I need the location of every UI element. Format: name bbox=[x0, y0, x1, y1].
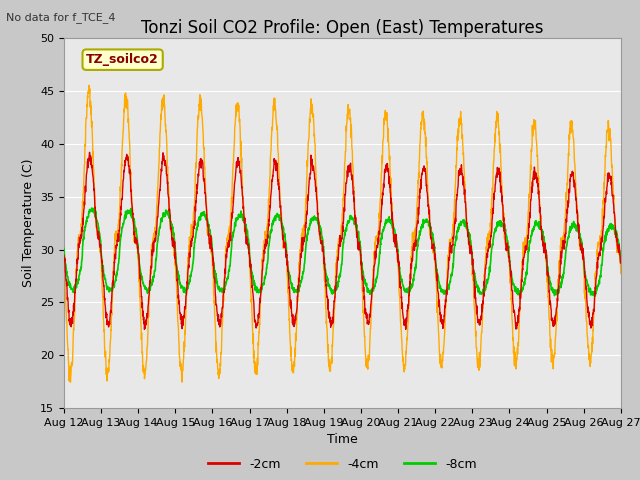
Y-axis label: Soil Temperature (C): Soil Temperature (C) bbox=[22, 159, 35, 288]
Legend: -2cm, -4cm, -8cm: -2cm, -4cm, -8cm bbox=[204, 453, 481, 476]
Text: TZ_soilco2: TZ_soilco2 bbox=[86, 53, 159, 66]
Title: Tonzi Soil CO2 Profile: Open (East) Temperatures: Tonzi Soil CO2 Profile: Open (East) Temp… bbox=[141, 19, 543, 37]
X-axis label: Time: Time bbox=[327, 433, 358, 446]
Text: No data for f_TCE_4: No data for f_TCE_4 bbox=[6, 12, 116, 23]
